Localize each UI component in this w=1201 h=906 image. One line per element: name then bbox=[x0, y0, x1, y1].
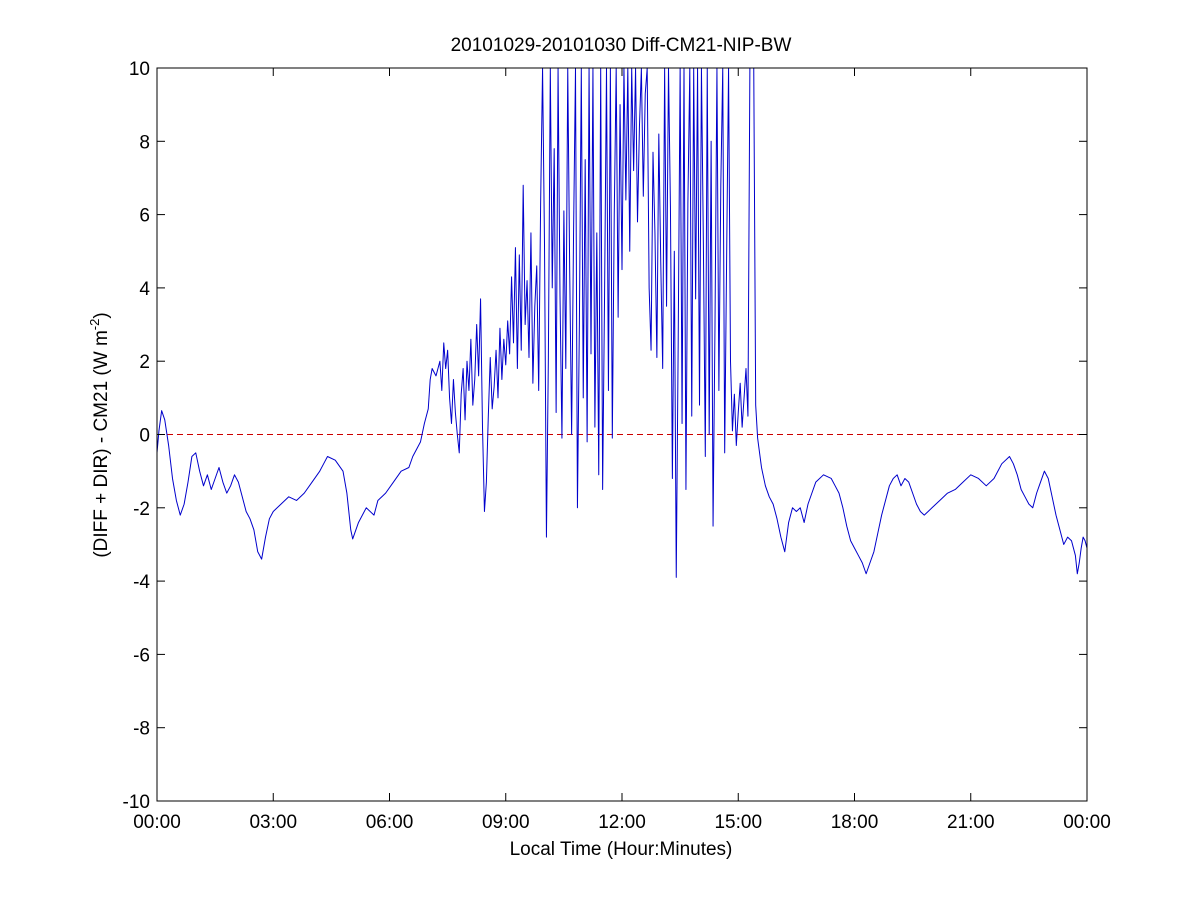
x-tick-label: 12:00 bbox=[598, 812, 646, 833]
x-tick-label: 00:00 bbox=[133, 812, 181, 833]
y-axis-label: (DIFF + DIR) - CM21 (W m-2) bbox=[87, 312, 112, 557]
y-tick-label: -6 bbox=[133, 645, 150, 666]
y-axis-label-close: ) bbox=[91, 312, 112, 318]
y-axis-label-sup: -2 bbox=[87, 319, 102, 331]
y-tick-label: 4 bbox=[139, 279, 150, 300]
x-tick-label: 03:00 bbox=[249, 812, 297, 833]
y-tick-label: -4 bbox=[133, 572, 150, 593]
y-tick-label: 8 bbox=[139, 132, 150, 153]
x-tick-label: 15:00 bbox=[714, 812, 762, 833]
y-tick-label: -10 bbox=[123, 792, 150, 813]
y-tick-label: -8 bbox=[133, 719, 150, 740]
chart-title: 20101029-20101030 Diff-CM21-NIP-BW bbox=[451, 35, 792, 56]
x-tick-label: 09:00 bbox=[482, 812, 530, 833]
x-axis-label: Local Time (Hour:Minutes) bbox=[510, 839, 733, 860]
y-tick-label: 2 bbox=[139, 352, 150, 373]
x-tick-label: 18:00 bbox=[831, 812, 879, 833]
y-tick-label: 0 bbox=[139, 426, 150, 447]
y-tick-label: 10 bbox=[129, 59, 150, 80]
y-tick-label: 6 bbox=[139, 206, 150, 227]
y-tick-label: -2 bbox=[133, 499, 150, 520]
x-tick-label: 21:00 bbox=[947, 812, 995, 833]
plot-area: 00:00 03:00 06:00 09:00 12:00 15:00 18:00 21:00… bbox=[123, 59, 1111, 833]
x-tick-label: 00:00 bbox=[1063, 812, 1111, 833]
x-tick-label: 06:00 bbox=[366, 812, 414, 833]
data-series-line bbox=[157, 68, 1087, 578]
y-axis-label-main: (DIFF + DIR) - CM21 (W m bbox=[91, 330, 112, 557]
